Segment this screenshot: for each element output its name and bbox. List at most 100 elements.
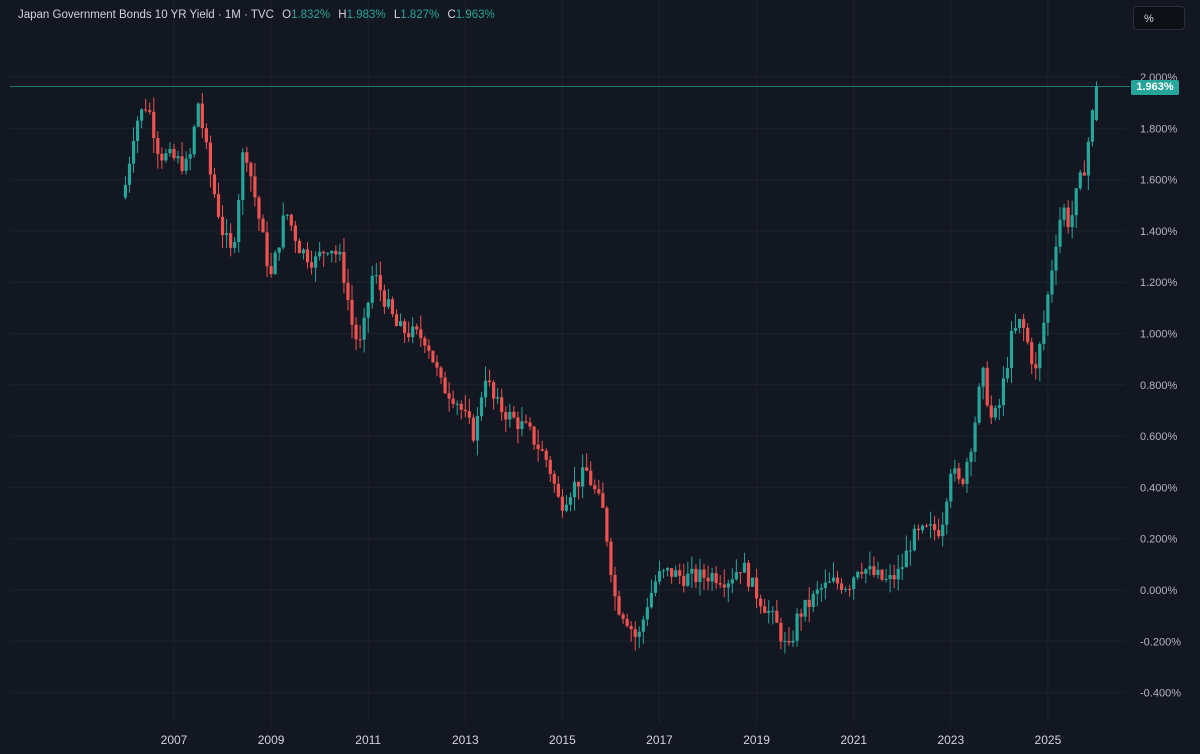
candle[interactable]	[273, 250, 277, 275]
candle[interactable]	[1070, 200, 1074, 239]
candle[interactable]	[184, 151, 188, 175]
candle[interactable]	[528, 417, 532, 431]
candle[interactable]	[245, 146, 249, 172]
candle[interactable]	[281, 202, 285, 250]
candle[interactable]	[520, 407, 524, 436]
candle[interactable]	[609, 537, 613, 583]
candle[interactable]	[706, 565, 710, 591]
candle[interactable]	[200, 93, 204, 139]
candle[interactable]	[702, 563, 706, 590]
candle[interactable]	[443, 371, 447, 394]
candle[interactable]	[350, 285, 354, 339]
candle[interactable]	[783, 631, 787, 654]
candle[interactable]	[471, 414, 475, 443]
candle[interactable]	[192, 124, 196, 158]
candle[interactable]	[253, 162, 257, 207]
candle[interactable]	[746, 560, 751, 592]
candle[interactable]	[928, 511, 933, 538]
candle[interactable]	[1022, 313, 1026, 342]
candle[interactable]	[500, 388, 504, 421]
candle[interactable]	[127, 156, 132, 193]
candle[interactable]	[220, 205, 225, 249]
candle[interactable]	[144, 99, 148, 113]
candle[interactable]	[233, 237, 237, 254]
candle[interactable]	[657, 560, 662, 585]
candle[interactable]	[301, 248, 306, 260]
candle[interactable]	[900, 553, 904, 581]
candles[interactable]	[123, 81, 1099, 654]
candle[interactable]	[1078, 169, 1082, 191]
candle[interactable]	[795, 608, 799, 647]
candle[interactable]	[451, 390, 455, 409]
candle[interactable]	[625, 613, 629, 628]
candle[interactable]	[916, 524, 921, 541]
candle[interactable]	[431, 350, 435, 364]
candle[interactable]	[479, 391, 484, 421]
candle[interactable]	[564, 495, 569, 513]
candle[interactable]	[714, 566, 718, 589]
candle[interactable]	[941, 512, 945, 547]
candle[interactable]	[621, 612, 625, 624]
candle[interactable]	[661, 568, 666, 579]
candle[interactable]	[876, 561, 880, 579]
candle[interactable]	[152, 97, 156, 154]
candle[interactable]	[742, 552, 747, 573]
candle[interactable]	[516, 411, 520, 444]
candle[interactable]	[411, 317, 415, 344]
candle[interactable]	[973, 416, 977, 462]
candle[interactable]	[965, 457, 969, 493]
candle[interactable]	[455, 400, 459, 416]
candle[interactable]	[852, 575, 856, 600]
candle[interactable]	[856, 570, 860, 580]
candle[interactable]	[556, 476, 560, 499]
candle[interactable]	[366, 301, 370, 333]
candle[interactable]	[993, 405, 997, 421]
candle[interactable]	[924, 523, 929, 528]
candle[interactable]	[815, 580, 819, 607]
candle[interactable]	[229, 223, 233, 257]
candle[interactable]	[787, 627, 791, 647]
candle[interactable]	[358, 325, 362, 349]
candle[interactable]	[1038, 341, 1042, 382]
candle[interactable]	[585, 453, 589, 472]
candle[interactable]	[726, 579, 730, 603]
candle[interactable]	[415, 323, 419, 335]
candle[interactable]	[135, 116, 140, 154]
candle[interactable]	[835, 570, 840, 590]
candle[interactable]	[1001, 366, 1005, 416]
candle[interactable]	[1046, 291, 1050, 336]
candle[interactable]	[665, 567, 670, 577]
candle[interactable]	[844, 586, 848, 593]
candle[interactable]	[629, 621, 633, 642]
candle[interactable]	[532, 425, 536, 450]
candle[interactable]	[605, 505, 609, 547]
candle[interactable]	[224, 218, 229, 249]
candle[interactable]	[1005, 356, 1010, 383]
candle[interactable]	[803, 599, 807, 622]
candle[interactable]	[920, 524, 925, 534]
candle[interactable]	[261, 214, 265, 233]
candle[interactable]	[164, 148, 168, 164]
candle[interactable]	[419, 315, 423, 347]
candle[interactable]	[398, 313, 403, 327]
candle[interactable]	[188, 148, 192, 171]
candle[interactable]	[868, 551, 872, 576]
candle[interactable]	[492, 380, 496, 410]
candle[interactable]	[568, 492, 573, 512]
candle[interactable]	[156, 131, 160, 169]
candle[interactable]	[718, 575, 722, 589]
candle[interactable]	[1026, 323, 1030, 345]
candle[interactable]	[819, 583, 823, 603]
candle[interactable]	[1074, 187, 1078, 229]
candle[interactable]	[1030, 337, 1034, 375]
candle[interactable]	[475, 406, 480, 456]
candle[interactable]	[382, 284, 386, 314]
candle[interactable]	[483, 366, 488, 407]
candle[interactable]	[374, 263, 378, 284]
candle[interactable]	[755, 568, 759, 608]
candle[interactable]	[496, 387, 500, 404]
candle[interactable]	[318, 241, 322, 261]
candle[interactable]	[678, 563, 682, 585]
candle[interactable]	[1013, 313, 1018, 334]
